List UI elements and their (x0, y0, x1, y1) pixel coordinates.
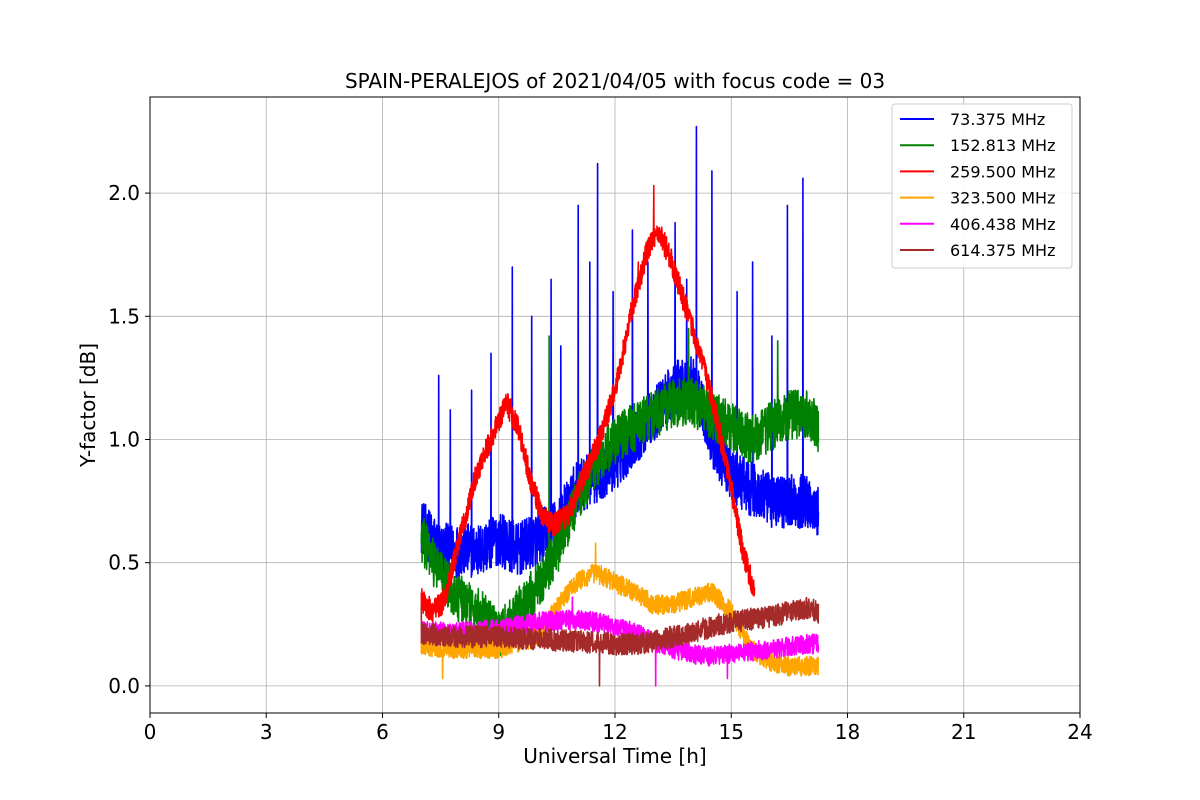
legend-label: 323.500 MHz (950, 189, 1055, 208)
data-series (420, 125, 820, 687)
y-tick-label: 1.5 (108, 304, 140, 328)
axis-ticks: 0 3 6 9 12 15 18 21 24 0.0 0.5 1.0 1.5 2.0 (108, 181, 1093, 744)
legend-label: 73.375 MHz (950, 110, 1045, 129)
x-tick-label: 9 (492, 720, 505, 744)
y-axis-label: Y-factor [dB] (76, 343, 100, 468)
x-tick-label: 3 (260, 720, 273, 744)
x-tick-label: 21 (951, 720, 976, 744)
legend-box (891, 103, 1073, 269)
x-tick-label: 12 (602, 720, 627, 744)
y-tick-label: 0.5 (108, 551, 140, 575)
y-tick-label: 0.0 (108, 674, 140, 698)
chart-title: SPAIN-PERALEJOS of 2021/04/05 with focus… (345, 69, 885, 93)
y-tick-label: 2.0 (108, 181, 140, 205)
series-line-1 (420, 125, 820, 579)
x-tick-label: 0 (144, 720, 157, 744)
legend-label: 152.813 MHz (950, 136, 1055, 155)
x-tick-label: 15 (719, 720, 744, 744)
x-tick-label: 6 (376, 720, 389, 744)
x-tick-label: 24 (1067, 720, 1092, 744)
legend-label: 614.375 MHz (950, 241, 1055, 260)
legend-label: 406.438 MHz (950, 215, 1055, 234)
x-axis-label: Universal Time [h] (523, 744, 706, 768)
y-tick-label: 1.0 (108, 427, 140, 451)
x-tick-label: 18 (835, 720, 860, 744)
legend: 73.375 MHz 152.813 MHz 259.500 MHz 323.500 … (891, 103, 1073, 269)
series-line-6 (420, 596, 820, 687)
legend-label: 259.500 MHz (950, 162, 1055, 181)
series-line-3 (420, 184, 756, 623)
